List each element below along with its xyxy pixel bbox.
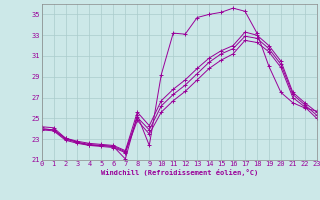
X-axis label: Windchill (Refroidissement éolien,°C): Windchill (Refroidissement éolien,°C) — [100, 169, 258, 176]
